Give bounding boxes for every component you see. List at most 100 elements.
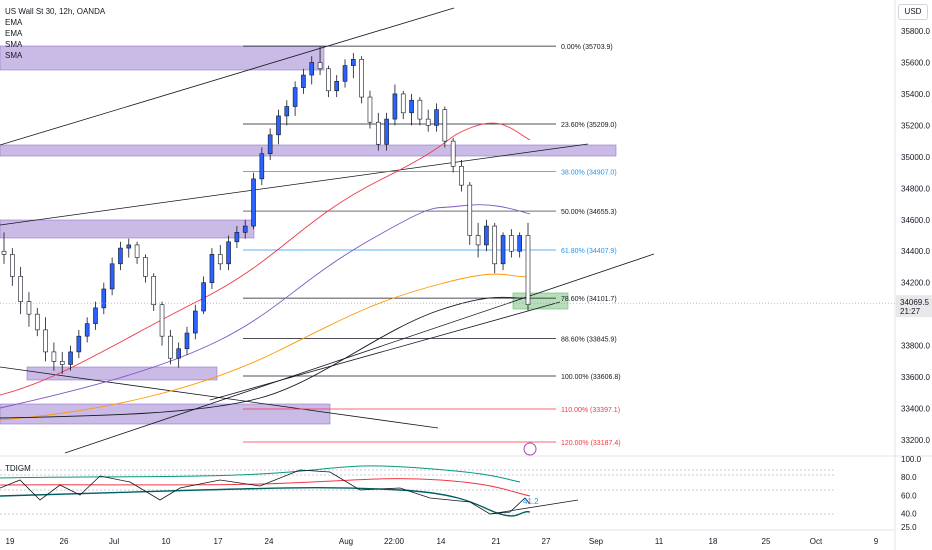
candle-body[interactable] xyxy=(384,118,389,145)
candle-body[interactable] xyxy=(76,335,82,353)
candle-body[interactable] xyxy=(309,62,315,76)
candle-body[interactable] xyxy=(59,361,65,365)
candle-body[interactable] xyxy=(292,87,298,107)
candle-body[interactable] xyxy=(93,307,98,324)
candle-body[interactable] xyxy=(326,68,331,92)
supply-demand-zone[interactable] xyxy=(0,45,325,71)
time-tick-label: Oct xyxy=(810,537,823,546)
candle-body[interactable] xyxy=(459,165,464,186)
candle-body[interactable] xyxy=(375,121,381,145)
trend-line[interactable] xyxy=(209,301,561,401)
candle-body[interactable] xyxy=(226,241,231,265)
supply-demand-zone[interactable] xyxy=(0,219,255,239)
candle-body[interactable] xyxy=(209,254,215,283)
candle-body[interactable] xyxy=(442,109,448,142)
candle-body[interactable] xyxy=(217,254,223,265)
candle-body[interactable] xyxy=(159,304,165,337)
candle-body[interactable] xyxy=(184,332,190,350)
candle-body[interactable] xyxy=(334,81,339,92)
ema-fast-line xyxy=(0,122,531,396)
candle-body[interactable] xyxy=(525,235,531,306)
candle-body[interactable] xyxy=(509,235,514,252)
supply-demand-zone[interactable] xyxy=(26,366,218,381)
current-price-label: 34069.5 xyxy=(900,298,929,307)
candle-body[interactable] xyxy=(484,225,489,246)
ema-slow-line xyxy=(0,204,531,409)
candle-body[interactable] xyxy=(267,134,273,154)
legend-ema-2[interactable]: EMA xyxy=(5,29,23,38)
candle-body[interactable] xyxy=(101,288,107,309)
candle-body[interactable] xyxy=(193,310,198,334)
legend-sma-1[interactable]: SMA xyxy=(5,40,23,49)
event-marker-icon[interactable] xyxy=(523,442,537,456)
time-tick-label: 25 xyxy=(762,537,771,546)
candle-body[interactable] xyxy=(43,329,48,353)
candle-body[interactable] xyxy=(467,184,473,236)
time-tick-label: 14 xyxy=(437,537,446,546)
candle-body[interactable] xyxy=(301,74,306,88)
trend-line[interactable] xyxy=(0,7,455,146)
indicator-trend-line[interactable] xyxy=(489,499,579,515)
indicator-tick-label: 60.0 xyxy=(901,491,917,500)
candle-body[interactable] xyxy=(317,62,323,70)
candle-body[interactable] xyxy=(10,254,15,277)
price-tick-label: 34800.0 xyxy=(901,184,930,193)
candle-body[interactable] xyxy=(118,247,123,265)
indicator-title[interactable]: TDIGM xyxy=(5,464,31,473)
candle-body[interactable] xyxy=(276,115,281,136)
legend-ema-1[interactable]: EMA xyxy=(5,18,23,27)
target-zone[interactable] xyxy=(512,292,569,310)
symbol-title[interactable]: US Wall St 30, 12h, OANDA xyxy=(5,7,106,16)
candle-body[interactable] xyxy=(84,323,90,337)
candle-body[interactable] xyxy=(126,244,132,249)
candle-body[interactable] xyxy=(68,351,73,365)
candle-body[interactable] xyxy=(400,93,406,114)
chart-legend: US Wall St 30, 12h, OANDA EMA EMA SMA SM… xyxy=(5,6,105,61)
sma-fast-line xyxy=(0,273,531,421)
candle-body[interactable] xyxy=(251,178,256,227)
candle-body[interactable] xyxy=(234,232,240,243)
trend-line[interactable] xyxy=(64,253,655,454)
candle-body[interactable] xyxy=(176,348,181,359)
candle-body[interactable] xyxy=(26,301,32,315)
candle-body[interactable] xyxy=(109,263,115,290)
indicator-tick-label: 25.0 xyxy=(901,523,917,532)
fib-level-label: 61.80% (34407.9) xyxy=(561,248,617,255)
candle-body[interactable] xyxy=(359,59,364,98)
legend-sma-2[interactable]: SMA xyxy=(5,51,23,60)
time-tick-label: Jul xyxy=(109,537,119,546)
candle-body[interactable] xyxy=(1,250,7,255)
fib-level-label: 38.00% (34907.0) xyxy=(561,169,617,176)
candle-body[interactable] xyxy=(351,59,356,66)
trend-line[interactable] xyxy=(0,143,589,226)
supply-demand-zone[interactable] xyxy=(0,403,331,425)
candle-body[interactable] xyxy=(417,99,423,120)
candle-body[interactable] xyxy=(284,106,290,117)
candle-body[interactable] xyxy=(434,109,439,126)
candle-body[interactable] xyxy=(143,257,148,277)
candle-body[interactable] xyxy=(492,225,498,265)
candle-body[interactable] xyxy=(151,276,157,306)
candle-body[interactable] xyxy=(51,351,57,362)
candle-body[interactable] xyxy=(425,118,431,126)
candle-body[interactable] xyxy=(259,153,265,180)
currency-button[interactable]: USD xyxy=(898,4,928,20)
candle-body[interactable] xyxy=(392,93,398,120)
candle-body[interactable] xyxy=(201,282,206,312)
candle-body[interactable] xyxy=(242,225,248,233)
candle-body[interactable] xyxy=(168,335,173,359)
candle-body[interactable] xyxy=(409,99,414,114)
candle-body[interactable] xyxy=(517,235,522,252)
candle-body[interactable] xyxy=(34,313,40,331)
candle-body[interactable] xyxy=(367,96,373,123)
candle-body[interactable] xyxy=(134,244,140,258)
candle-body[interactable] xyxy=(450,140,456,167)
candle-body[interactable] xyxy=(500,235,506,265)
fib-level-label: 78.60% (34101.7) xyxy=(561,296,617,303)
candle-body[interactable] xyxy=(18,276,23,302)
candle-body[interactable] xyxy=(342,65,348,82)
supply-demand-zone[interactable] xyxy=(0,144,617,157)
candle-body[interactable] xyxy=(475,235,481,246)
fib-level-label: 110.00% (33397.1) xyxy=(561,407,620,414)
